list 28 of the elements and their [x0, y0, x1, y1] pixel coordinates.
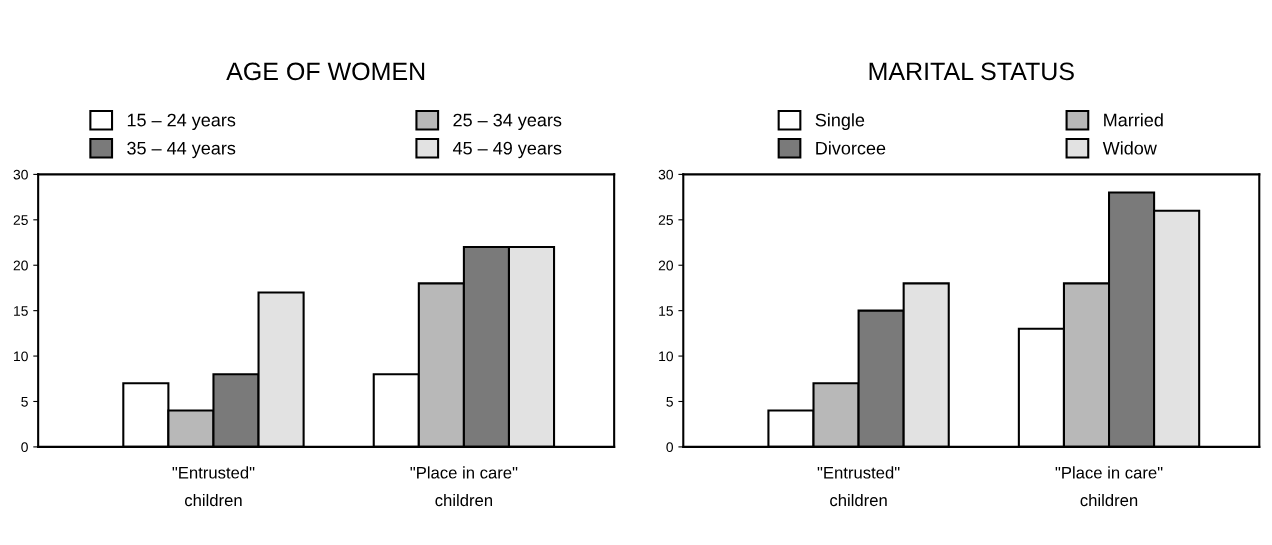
x-tick-label: "Place in care" children	[410, 466, 518, 507]
y-tick-label: 20	[13, 260, 28, 271]
y-tick-label: 0	[666, 442, 674, 453]
y-tick-label: 5	[21, 396, 28, 407]
y-tick-label: 20	[658, 260, 674, 271]
legend-label: Divorcee	[816, 141, 886, 155]
legend-label: Married	[1104, 113, 1163, 127]
legend-label: 25 – 34 years	[453, 113, 562, 131]
x-tick-label: "Entrusted" children	[817, 466, 900, 507]
y-tick-label: 25	[13, 215, 28, 225]
y-tick-label: 30	[658, 169, 674, 180]
chart-title: MARITAL STATUS	[869, 62, 1074, 81]
y-tick-label: 30	[13, 169, 28, 180]
y-tick-label: 15	[14, 306, 28, 316]
legend-label: 15 – 24 years	[127, 113, 236, 131]
legend-label: Widow	[1102, 141, 1157, 155]
legend-label: Single	[815, 113, 865, 131]
x-tick-label: "Entrusted" children	[172, 466, 255, 507]
y-tick-label: 0	[21, 442, 28, 453]
x-tick-label: "Place in care" children	[1055, 466, 1163, 507]
y-tick-label: 25	[658, 215, 673, 225]
y-tick-label: 15	[659, 306, 673, 316]
y-tick-label: 10	[659, 351, 674, 362]
y-tick-label: 5	[666, 396, 673, 407]
chart-title: AGE OF WOMEN	[226, 62, 425, 81]
legend-label: 45 – 49 years	[452, 141, 562, 159]
y-tick-label: 10	[14, 351, 28, 362]
legend-label: 35 – 44 years	[127, 141, 236, 159]
